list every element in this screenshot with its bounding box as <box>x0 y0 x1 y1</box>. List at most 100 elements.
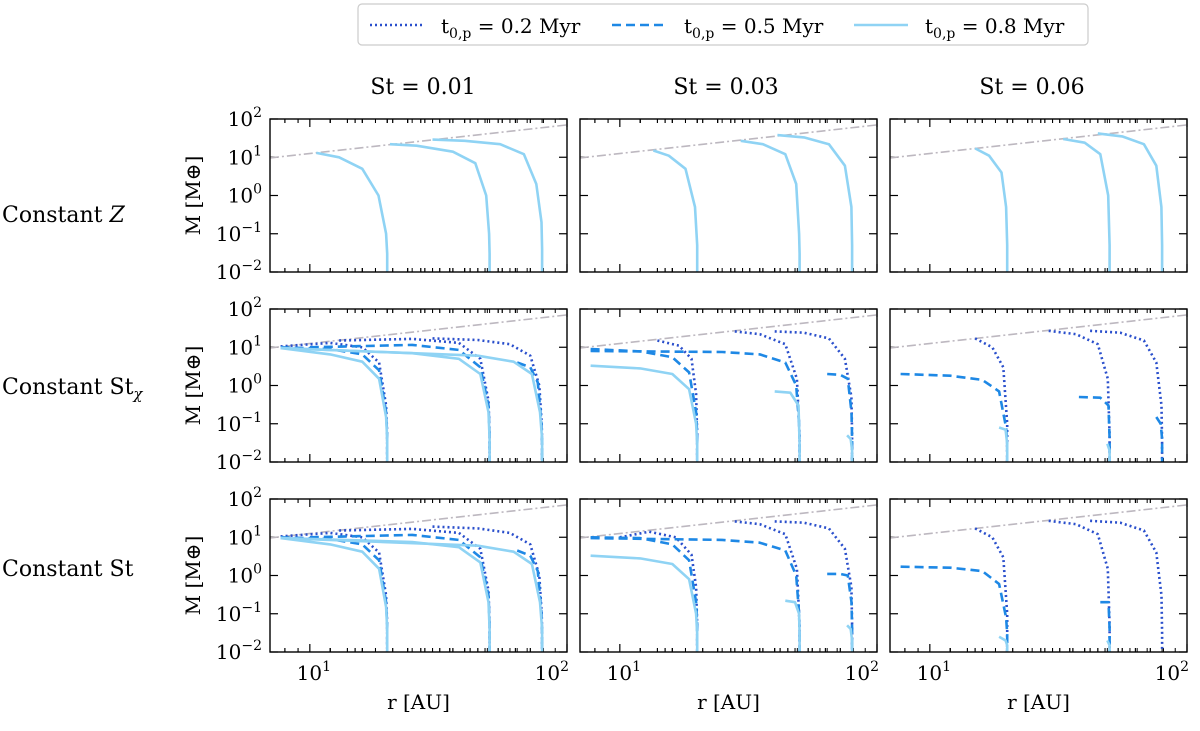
x-tick-label-1-base: 10 <box>917 661 942 685</box>
series-line-solid-7 <box>590 364 699 462</box>
column-title-1: St = 0.01 <box>370 75 475 100</box>
series-line-solid-3 <box>1097 132 1164 272</box>
panel-frame <box>269 308 568 463</box>
series-line-solid-2 <box>740 139 801 272</box>
x-tick-label-1: 101 <box>917 659 951 685</box>
y-tick-label-5: 102 <box>228 485 262 511</box>
series-line-dashed-4 <box>280 346 389 462</box>
series-line-dotted-3 <box>774 330 854 462</box>
series-line-dotted-3 <box>1090 519 1164 652</box>
series-line-solid-9 <box>280 536 544 652</box>
y-tick-label-4: 101 <box>228 333 262 359</box>
row-label-1-italic: Z <box>109 203 126 228</box>
row-label-2: Constant Stχ <box>2 375 143 403</box>
series-line-solid-8 <box>1106 443 1111 462</box>
y-tick-label-1-base: 10 <box>216 260 241 284</box>
y-tick-label-4-base: 10 <box>228 145 253 169</box>
y-axis-label: M [M⊕] <box>181 156 205 236</box>
y-tick-label-5-exp: 2 <box>253 295 262 311</box>
x-tick-label-2: 102 <box>1155 659 1189 685</box>
y-tick-label-2-base: 10 <box>216 412 241 436</box>
legend-label-3-prefix: t <box>925 14 933 38</box>
series-line-solid-7 <box>280 346 389 462</box>
series-line-dotted-2 <box>734 330 801 462</box>
series-line-solid-7 <box>590 554 699 652</box>
reference-line <box>270 504 567 539</box>
legend-label-3: t0,p = 0.8 Myr <box>925 14 1065 42</box>
series-line-dashed-6 <box>516 361 544 462</box>
y-tick-label-2-base: 10 <box>216 222 241 246</box>
panel-r2-c3 <box>889 308 1188 463</box>
x-tick-label-2-exp: 2 <box>560 659 569 675</box>
y-tick-label-5-exp: 2 <box>253 485 262 501</box>
x-tick-label-1: 101 <box>607 659 641 685</box>
series-line-dashed-4 <box>590 536 699 652</box>
series-line-dashed-5 <box>1100 600 1111 652</box>
series-line-solid-9 <box>846 624 854 652</box>
x-axis-label: r [AU] <box>1007 690 1070 714</box>
series-line-dotted-2 <box>339 527 491 652</box>
y-tick-label-5-base: 10 <box>228 297 253 321</box>
y-tick-label-3-exp: 0 <box>253 372 262 388</box>
y-tick-label-3: 100 <box>228 562 262 588</box>
y-tick-label-4-exp: 1 <box>253 333 262 349</box>
y-tick-label-4-exp: 1 <box>253 143 262 159</box>
legend-label-1-sub: 0,p <box>449 26 471 42</box>
y-tick-label-2: 10−1 <box>216 220 262 246</box>
legend-frame <box>357 3 1089 46</box>
legend-label-2-eq: = 0.5 Myr <box>714 14 823 38</box>
y-tick-label-2: 10−1 <box>216 410 262 436</box>
y-axis-label: M [M⊕] <box>181 536 205 616</box>
series-line-dashed-6 <box>1155 416 1164 462</box>
y-tick-label-4-base: 10 <box>228 335 253 359</box>
y-tick-label-2-exp: −1 <box>241 220 262 236</box>
legend-entry-1: t0,p = 0.2 Myr <box>370 14 581 42</box>
x-axis-label: r [AU] <box>387 690 450 714</box>
legend-label-1: t0,p = 0.2 Myr <box>441 14 581 42</box>
series-line-dashed-6 <box>516 549 544 652</box>
x-tick-label-2-base: 10 <box>845 661 870 685</box>
reference-line <box>580 504 877 539</box>
x-tick-label-2: 102 <box>535 659 569 685</box>
series-line-dotted-1 <box>619 530 699 652</box>
y-tick-label-4: 101 <box>228 143 262 169</box>
x-tick-label-2-exp: 2 <box>870 659 879 675</box>
series-line-solid-3 <box>777 133 854 272</box>
series-line-solid-7 <box>1106 639 1111 652</box>
panel-frame <box>269 118 568 273</box>
y-tick-label-3: 100 <box>228 182 262 208</box>
series-line-solid-7 <box>280 536 389 652</box>
series-line-solid-1 <box>316 151 389 272</box>
series-line-dotted-2 <box>339 337 491 462</box>
x-tick-label-1-exp: 1 <box>632 659 641 675</box>
x-tick-label-2: 102 <box>845 659 879 685</box>
series-line-dotted-2 <box>734 520 801 652</box>
y-tick-label-2-exp: −1 <box>241 410 262 426</box>
series-line-dotted-3 <box>432 337 544 462</box>
panel-frame <box>579 308 878 463</box>
legend-label-3-sub: 0,p <box>933 26 955 42</box>
panel-frame <box>889 118 1188 273</box>
reference-line <box>270 314 567 349</box>
series-line-dashed-6 <box>827 572 854 652</box>
series-line-solid-8 <box>785 599 801 652</box>
x-axis-label: r [AU] <box>697 690 760 714</box>
series-line-dashed-4 <box>900 372 1009 462</box>
x-tick-label-1-base: 10 <box>607 661 632 685</box>
y-tick-label-2: 10−1 <box>216 600 262 626</box>
x-tick-label-1-exp: 1 <box>322 659 331 675</box>
y-tick-label-1-exp: −2 <box>241 638 262 654</box>
x-tick-label-1-base: 10 <box>297 661 322 685</box>
series-line-dashed-5 <box>1078 395 1111 462</box>
y-tick-label-1: 10−2 <box>216 448 262 474</box>
panel-frame <box>579 498 878 653</box>
legend-entry-2: t0,p = 0.5 Myr <box>612 14 824 42</box>
y-tick-label-5: 102 <box>228 295 262 321</box>
panel-frame <box>269 498 568 653</box>
y-axis-label: M [M⊕] <box>181 346 205 426</box>
reference-line <box>890 314 1187 349</box>
legend: t0,p = 0.2 Myr t0,p = 0.5 Myr t0,p = 0.8… <box>357 3 1089 46</box>
panel-frame <box>889 498 1188 653</box>
x-tick-label-1: 101 <box>297 659 331 685</box>
